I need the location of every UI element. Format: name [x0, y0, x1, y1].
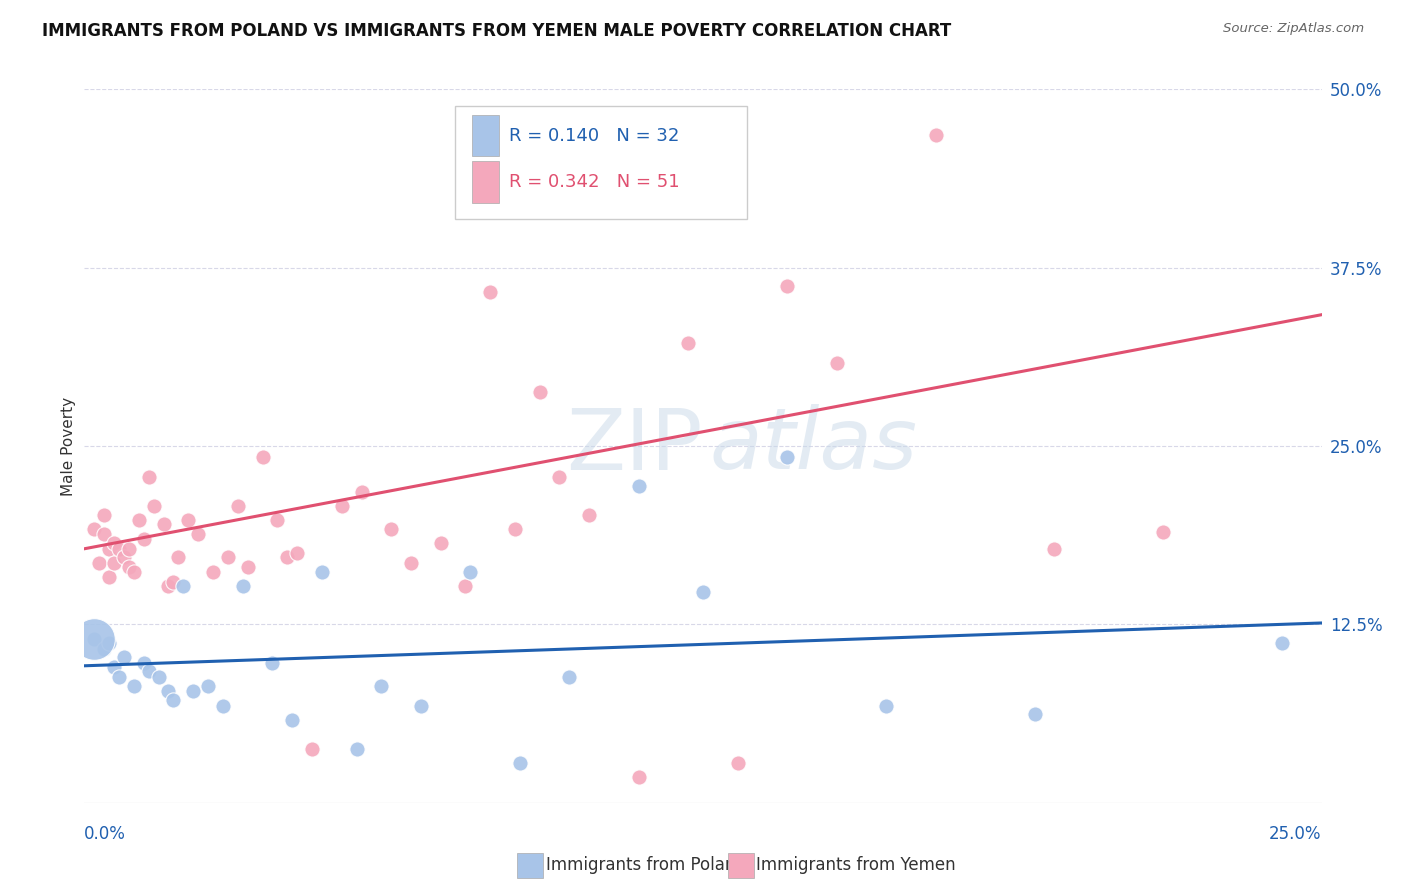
Point — [177, 513, 200, 527]
Point — [503, 522, 526, 536]
Text: IMMIGRANTS FROM POLAND VS IMMIGRANTS FROM YEMEN MALE POVERTY CORRELATION CHART: IMMIGRANTS FROM POLAND VS IMMIGRANTS FRO… — [42, 22, 952, 40]
Text: R = 0.140   N = 32: R = 0.140 N = 32 — [509, 127, 679, 145]
Point — [226, 499, 249, 513]
Point — [148, 670, 170, 684]
Point — [93, 641, 115, 656]
Point — [627, 770, 650, 784]
Point — [89, 556, 111, 570]
Point — [172, 579, 194, 593]
Text: 25.0%: 25.0% — [1270, 825, 1322, 843]
Point — [578, 508, 600, 522]
Point — [162, 574, 184, 589]
Point — [232, 579, 254, 593]
Point — [1271, 636, 1294, 650]
Point — [98, 541, 121, 556]
Point — [370, 679, 392, 693]
Point — [122, 679, 145, 693]
Point — [311, 565, 333, 579]
Point — [83, 632, 105, 646]
Point — [132, 656, 155, 670]
Text: R = 0.342   N = 51: R = 0.342 N = 51 — [509, 173, 679, 191]
Point — [118, 541, 141, 556]
Point — [276, 550, 298, 565]
Point — [98, 636, 121, 650]
Point — [924, 128, 946, 142]
Point — [212, 698, 235, 713]
Text: Immigrants from Poland: Immigrants from Poland — [546, 856, 745, 874]
Text: Immigrants from Yemen: Immigrants from Yemen — [756, 856, 956, 874]
Point — [399, 556, 422, 570]
Point — [118, 560, 141, 574]
Point — [262, 656, 284, 670]
Point — [346, 741, 368, 756]
Point — [252, 450, 274, 465]
Point — [409, 698, 432, 713]
Point — [108, 541, 131, 556]
Point — [83, 632, 105, 646]
Point — [479, 285, 502, 299]
Point — [236, 560, 259, 574]
Point — [627, 479, 650, 493]
Point — [1024, 707, 1046, 722]
Point — [167, 550, 190, 565]
Point — [776, 279, 799, 293]
Point — [692, 584, 714, 599]
Point — [93, 508, 115, 522]
Point — [460, 565, 482, 579]
Text: Source: ZipAtlas.com: Source: ZipAtlas.com — [1223, 22, 1364, 36]
Point — [128, 513, 150, 527]
Text: atlas: atlas — [709, 404, 917, 488]
Point — [142, 499, 165, 513]
Point — [138, 470, 160, 484]
Y-axis label: Male Poverty: Male Poverty — [60, 396, 76, 496]
Point — [98, 570, 121, 584]
Point — [548, 470, 571, 484]
Point — [122, 565, 145, 579]
Point — [112, 550, 135, 565]
Point — [157, 684, 180, 698]
Point — [138, 665, 160, 679]
Point — [380, 522, 402, 536]
Point — [152, 517, 174, 532]
Point — [727, 756, 749, 770]
Point — [776, 450, 799, 465]
Point — [103, 556, 125, 570]
Point — [217, 550, 239, 565]
Point — [197, 679, 219, 693]
Point — [1152, 524, 1174, 539]
Point — [558, 670, 581, 684]
Point — [112, 650, 135, 665]
Point — [162, 693, 184, 707]
Point — [103, 660, 125, 674]
Point — [281, 713, 304, 727]
Point — [83, 522, 105, 536]
Point — [187, 527, 209, 541]
Text: ZIP: ZIP — [567, 404, 703, 488]
Point — [330, 499, 353, 513]
Point — [108, 670, 131, 684]
Point — [1043, 541, 1066, 556]
Point — [509, 756, 531, 770]
Text: 0.0%: 0.0% — [84, 825, 127, 843]
Point — [285, 546, 308, 560]
Point — [103, 536, 125, 550]
Point — [202, 565, 225, 579]
Point — [875, 698, 897, 713]
Point — [825, 356, 848, 370]
Point — [93, 527, 115, 541]
Point — [301, 741, 323, 756]
Point — [454, 579, 477, 593]
Point — [181, 684, 204, 698]
Point — [266, 513, 288, 527]
Point — [350, 484, 373, 499]
Point — [676, 336, 699, 351]
Point — [429, 536, 451, 550]
Point — [529, 384, 551, 399]
Point — [132, 532, 155, 546]
Point — [157, 579, 180, 593]
